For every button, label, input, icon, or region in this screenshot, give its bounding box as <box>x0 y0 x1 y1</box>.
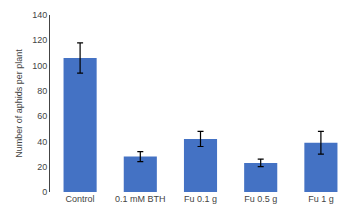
svg-text:80: 80 <box>37 86 47 96</box>
svg-text:0.1 mM BTH: 0.1 mM BTH <box>115 194 166 204</box>
svg-text:Fu 0.5 g: Fu 0.5 g <box>244 194 277 204</box>
svg-text:Fu 1 g: Fu 1 g <box>308 194 334 204</box>
svg-text:Number of aphids per plant: Number of aphids per plant <box>14 49 24 158</box>
svg-text:120: 120 <box>32 35 47 45</box>
svg-text:40: 40 <box>37 137 47 147</box>
svg-text:Fu 0.1 g: Fu 0.1 g <box>184 194 217 204</box>
svg-text:140: 140 <box>32 10 47 20</box>
svg-text:20: 20 <box>37 162 47 172</box>
svg-text:100: 100 <box>32 61 47 71</box>
svg-text:0: 0 <box>42 187 47 197</box>
svg-text:60: 60 <box>37 111 47 121</box>
svg-text:Control: Control <box>66 194 95 204</box>
